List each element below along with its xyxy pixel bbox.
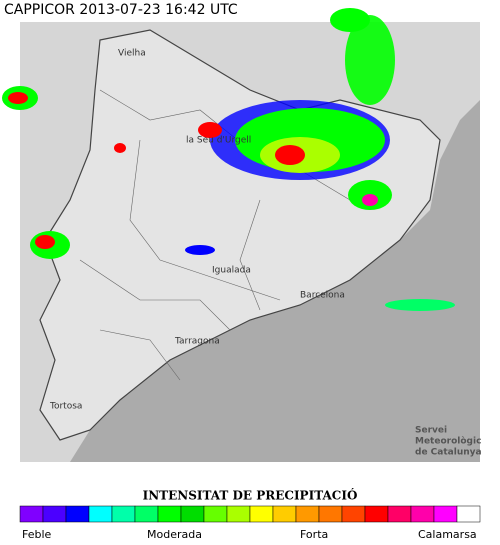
legend-swatch (134, 505, 159, 523)
legend-label: Forta (300, 528, 328, 541)
legend-swatch (19, 505, 44, 523)
city-label: Igualada (212, 266, 251, 276)
radar-echoes (2, 8, 455, 311)
legend-swatch (318, 505, 343, 523)
credit: Servei (415, 426, 447, 436)
credit: Meteorològic (415, 436, 481, 447)
city-label: Vielha (118, 49, 146, 59)
legend-swatch (341, 505, 366, 523)
city-label: Barcelona (300, 291, 345, 301)
legend-swatch (433, 505, 458, 523)
legend-swatch (364, 505, 389, 523)
city-label: la Seu d'Urgell (186, 136, 251, 146)
legend-swatch (226, 505, 251, 523)
legend-swatch (111, 505, 136, 523)
legend-swatch (65, 505, 90, 523)
legend-swatch (295, 505, 320, 523)
legend-title: INTENSITAT DE PRECIPITACIÓ (143, 487, 358, 503)
legend-swatch (88, 505, 113, 523)
legend-swatch (42, 505, 67, 523)
legend-swatch (203, 505, 228, 523)
map: Vielha la Seu d'Urgell Igualada Barcelon… (2, 8, 482, 462)
legend-label: Moderada (147, 528, 202, 541)
legend-label: Calamarsa (418, 528, 477, 541)
credit: de Catalunya (415, 448, 482, 458)
legend-bar (19, 505, 481, 523)
legend-swatch (387, 505, 412, 523)
legend-swatch (180, 505, 205, 523)
legend-swatch (410, 505, 435, 523)
legend-swatch (456, 505, 481, 523)
legend-label: Feble (22, 528, 52, 541)
legend-swatch (272, 505, 297, 523)
title: CAPPICOR 2013-07-23 16:42 UTC (4, 2, 238, 18)
city-label: Tarragona (174, 337, 220, 347)
sea (70, 22, 480, 462)
legend-swatch (157, 505, 182, 523)
legend-swatch (249, 505, 274, 523)
city-label: Tortosa (49, 402, 82, 412)
